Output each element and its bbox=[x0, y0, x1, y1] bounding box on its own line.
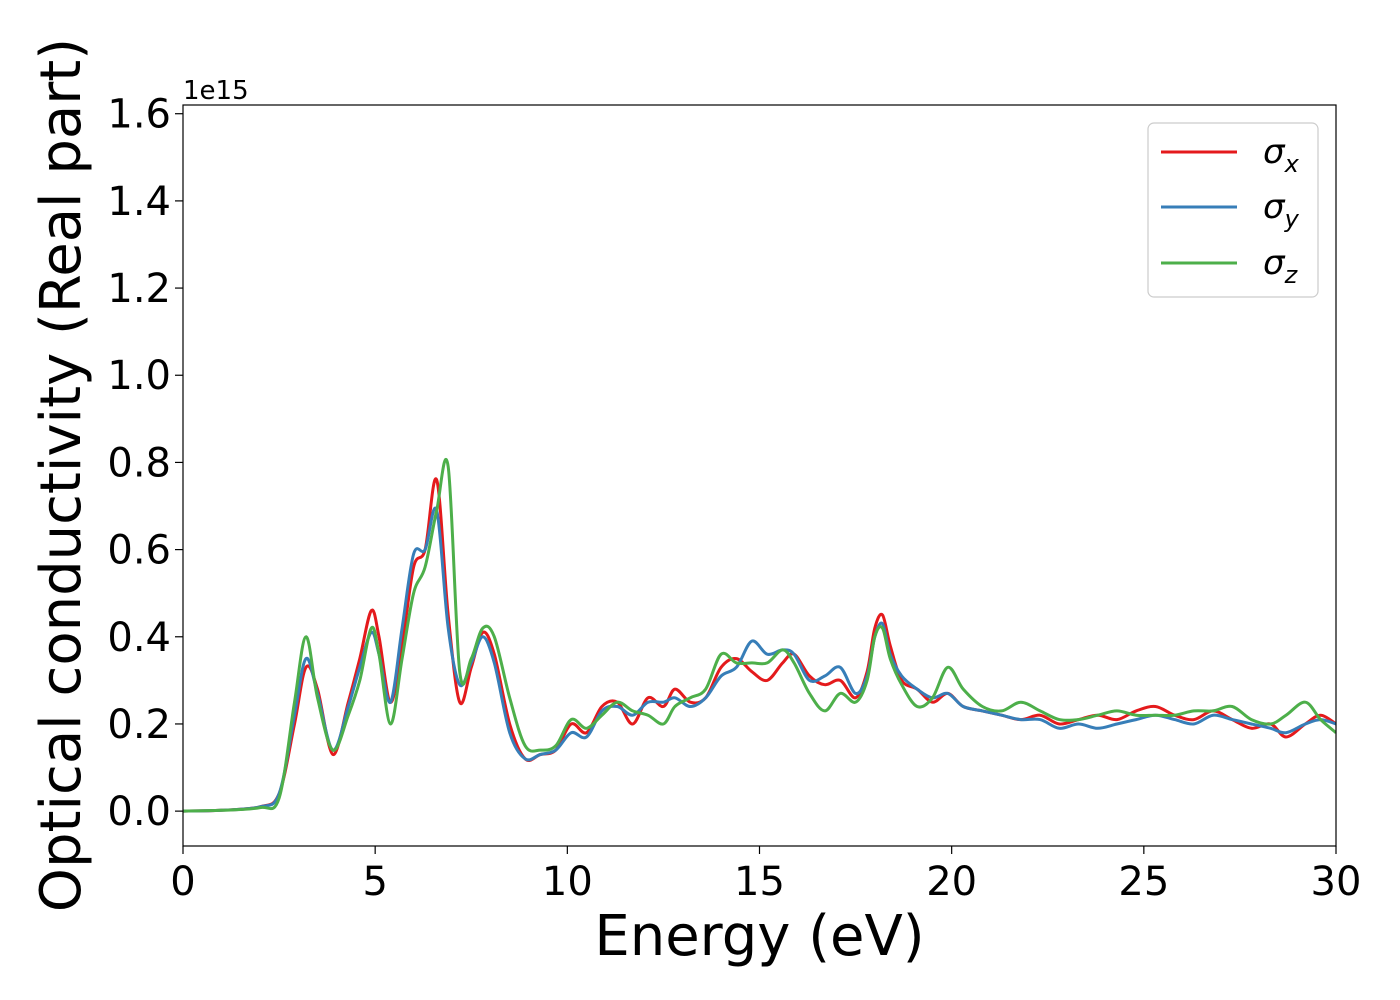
y-tick-label: 0.0 bbox=[107, 789, 171, 835]
series-line-z bbox=[183, 457, 1336, 813]
y-tick-label: 1.4 bbox=[107, 179, 171, 225]
y-axis-title: Optical conductivity (Real part) bbox=[29, 38, 94, 912]
x-axis-title: Energy (eV) bbox=[594, 904, 924, 969]
legend-box bbox=[1147, 122, 1319, 298]
y-axis: 0.0 0.2 0.4 0.6 0.8 1.0 1.2 1.4 1.6 bbox=[107, 92, 183, 835]
legend-label-z: σz bbox=[1263, 243, 1299, 289]
y-tick-label: 0.6 bbox=[107, 528, 171, 574]
legend: σx σy σz bbox=[1147, 122, 1319, 298]
x-tick-label: 0 bbox=[170, 859, 195, 905]
x-tick-label: 15 bbox=[734, 859, 785, 905]
x-tick-label: 10 bbox=[542, 859, 593, 905]
series-line-y bbox=[183, 506, 1336, 813]
x-tick-label: 5 bbox=[362, 859, 387, 905]
y-tick-label: 1.2 bbox=[107, 266, 171, 312]
x-tick-label: 25 bbox=[1118, 859, 1169, 905]
legend-label-y: σy bbox=[1263, 187, 1300, 233]
x-axis: 0 5 10 15 20 25 30 bbox=[170, 846, 1361, 905]
y-tick-label: 1.6 bbox=[107, 92, 171, 138]
series-layer bbox=[183, 457, 1336, 813]
x-tick-label: 20 bbox=[926, 859, 977, 905]
y-tick-label: 0.4 bbox=[107, 615, 171, 661]
legend-label-x: σx bbox=[1263, 132, 1300, 178]
y-offset-label: 1e15 bbox=[183, 76, 249, 106]
y-tick-label: 0.8 bbox=[107, 440, 171, 486]
x-tick-label: 30 bbox=[1311, 859, 1362, 905]
y-tick-label: 0.2 bbox=[107, 702, 171, 748]
y-tick-label: 1.0 bbox=[107, 353, 171, 399]
